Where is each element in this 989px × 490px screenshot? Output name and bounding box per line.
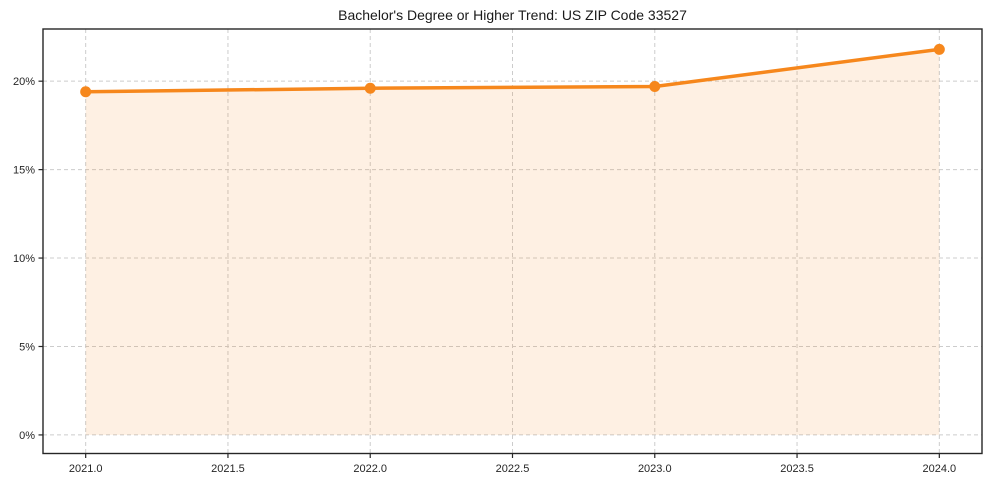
y-tick-label: 20% xyxy=(13,76,35,88)
y-tick-label: 5% xyxy=(19,341,35,353)
chart-title: Bachelor's Degree or Higher Trend: US ZI… xyxy=(338,7,687,23)
data-point-marker xyxy=(649,80,661,92)
x-tick-label: 2021.5 xyxy=(211,463,245,475)
data-point-marker xyxy=(933,43,945,55)
area-fill xyxy=(85,49,940,435)
data-point-marker xyxy=(364,82,376,94)
x-tick-label: 2024.0 xyxy=(922,463,956,475)
x-tick-label: 2023.0 xyxy=(638,463,672,475)
y-tick-label: 15% xyxy=(13,165,35,177)
x-tick-label: 2021.0 xyxy=(69,463,103,475)
x-tick-label: 2022.5 xyxy=(496,463,530,475)
y-tick-label: 10% xyxy=(13,253,35,265)
data-point-marker xyxy=(80,86,92,98)
x-tick-label: 2022.0 xyxy=(353,463,387,475)
trend-line xyxy=(83,47,942,94)
x-tick-label: 2023.5 xyxy=(780,463,814,475)
y-tick-label: 0% xyxy=(19,430,35,442)
